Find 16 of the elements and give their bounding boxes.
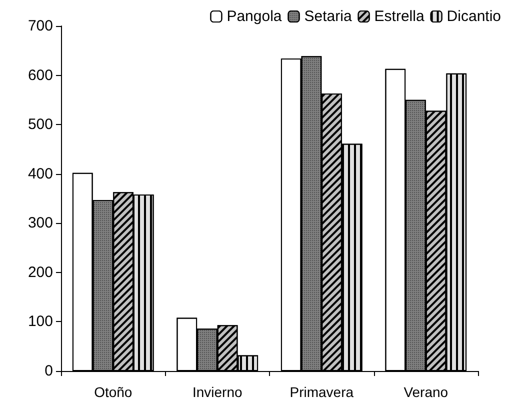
y-tick-label: 200 xyxy=(28,264,53,281)
y-tick-label: 0 xyxy=(44,362,53,380)
x-tick-label: Primavera xyxy=(290,384,354,400)
legend-label: Estrella xyxy=(374,8,425,25)
x-tick-label: Verano xyxy=(404,384,448,400)
legend-label: Dicantio xyxy=(446,8,502,25)
y-tick-label: 300 xyxy=(28,214,53,232)
y-tick-label: 700 xyxy=(28,18,53,34)
y-tick-label: 100 xyxy=(28,313,53,330)
x-tick-label: Otoño xyxy=(94,384,132,400)
legend-label: Pangola xyxy=(226,8,282,25)
legend-label: Setaria xyxy=(304,8,352,25)
x-tick-label: Invierno xyxy=(192,384,242,400)
y-tick-label: 600 xyxy=(28,66,53,84)
y-tick-label: 500 xyxy=(28,116,53,134)
y-tick-label: 400 xyxy=(28,165,53,182)
